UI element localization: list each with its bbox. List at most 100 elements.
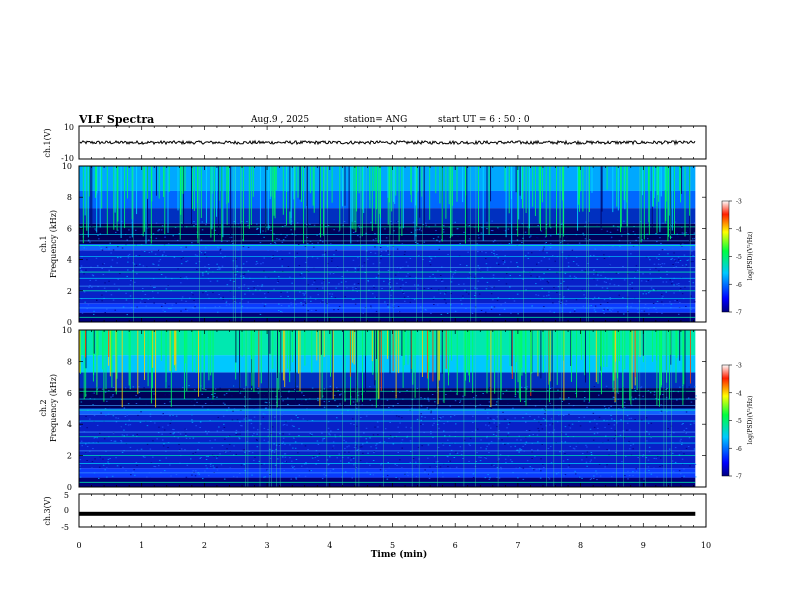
spectrogram-speckle — [219, 252, 222, 254]
x-tick-label: 3 — [265, 541, 270, 550]
spectrogram-speckle — [302, 304, 305, 306]
spectrogram-speckle — [380, 250, 383, 252]
spectrogram-speckle — [86, 259, 88, 261]
spectrogram-speckle — [80, 270, 83, 272]
spectrogram-speckle — [584, 225, 586, 227]
spectrogram-speckle — [637, 312, 639, 314]
spectrogram-speckle — [242, 246, 245, 248]
spectrogram-speckle — [491, 287, 493, 289]
spectrogram-speckle — [485, 311, 487, 313]
spectrogram-speckle — [661, 293, 663, 295]
spectrogram-speckle — [214, 388, 217, 390]
spectrogram-speckle — [637, 269, 639, 271]
spectrogram-speckle — [262, 413, 265, 415]
spectrogram-speckle — [562, 451, 565, 453]
spectrogram-speckle — [522, 478, 525, 480]
spectrogram-speckle — [264, 398, 266, 399]
spectrogram-speckle — [399, 227, 401, 229]
spectrogram-speckle — [506, 273, 508, 275]
spectrogram-speckle — [635, 468, 637, 470]
spectrogram-speckle — [327, 304, 330, 306]
spectrogram-speckle — [393, 303, 396, 305]
spectrogram-speckle — [125, 244, 127, 246]
spectrogram-speckle — [163, 303, 165, 305]
spectrogram-speckle — [538, 430, 540, 432]
spectrogram-speckle — [676, 283, 678, 285]
spectrogram-speckle — [434, 277, 436, 279]
spectrogram-speckle — [652, 302, 655, 304]
spectrogram-speckle — [504, 255, 506, 257]
spectrogram-speckle — [454, 272, 456, 274]
spectrogram-speckle — [463, 283, 465, 285]
spectrogram-speckle — [167, 247, 170, 248]
spectrogram-speckle — [79, 468, 82, 470]
spectrogram-speckle — [423, 410, 426, 412]
spectrogram-speckle — [253, 433, 255, 435]
spectrogram-speckle — [490, 293, 493, 295]
spectrogram-speckle — [505, 283, 508, 285]
spectrogram-speckle — [652, 288, 655, 290]
spectrogram-speckle — [484, 408, 487, 410]
spectrogram-speckle — [365, 415, 368, 417]
spectrogram-speckle — [548, 432, 550, 434]
ch2-colorbar: -3-4-5-6-7 log(PSD)(V²/Hz) — [721, 363, 754, 481]
spectrogram-speckle — [226, 448, 228, 450]
spectrogram-speckle — [293, 465, 295, 467]
spectrogram-speckle — [374, 252, 377, 254]
spectrogram-speckle — [263, 270, 265, 272]
spectrogram-speckle — [189, 297, 191, 299]
spectrogram-speckle — [243, 277, 245, 278]
spectrogram-speckle — [165, 457, 167, 459]
y-tick-label: 2 — [67, 287, 72, 296]
spectrogram-speckle — [441, 278, 443, 280]
spectrogram-speckle — [379, 262, 381, 264]
spectrogram-speckle — [136, 464, 138, 466]
spectrogram-speckle — [648, 257, 650, 259]
spectrogram-speckle — [543, 257, 546, 258]
spectrogram-speckle — [347, 457, 349, 459]
spectrogram-speckle — [352, 259, 355, 261]
spectrogram-speckle — [401, 439, 404, 441]
spectrogram-speckle — [273, 288, 275, 290]
spectrogram-speckle — [617, 392, 620, 394]
spectrogram-speckle — [99, 245, 101, 247]
spectrogram-speckle — [216, 430, 219, 432]
spectrogram-speckle — [435, 232, 438, 234]
spectrogram-speckle — [162, 413, 164, 415]
spectrogram-speckle — [112, 249, 115, 251]
date-label: Aug.9 , 2025 — [251, 115, 310, 125]
spectrogram-speckle — [679, 386, 681, 388]
spectrogram-speckle — [129, 236, 131, 238]
spectrogram-speckle — [474, 306, 477, 308]
spectrogram-speckle — [582, 453, 584, 454]
spectrogram-speckle — [543, 273, 545, 275]
spectrogram-speckle — [205, 290, 207, 292]
spectrogram-speckle — [298, 428, 300, 430]
spectrogram-speckle — [387, 250, 389, 252]
spectrogram-speckle — [222, 296, 224, 298]
spectrogram-speckle — [80, 440, 83, 442]
spectrogram-speckle — [620, 419, 622, 421]
spectrogram-speckle — [168, 412, 170, 414]
spectrogram-speckle — [223, 394, 226, 396]
spectrogram-speckle — [646, 233, 648, 235]
spectrogram-speckle — [343, 221, 346, 222]
spectrogram-speckle — [489, 309, 491, 311]
spectrogram-speckle — [237, 433, 239, 435]
spectrogram-speckle — [355, 287, 357, 289]
spectrogram-speckle — [373, 452, 375, 454]
spectrogram-speckle — [468, 460, 470, 462]
spectrogram-speckle — [194, 475, 197, 477]
spectrogram-speckle — [586, 406, 588, 408]
spectrogram-speckle — [179, 433, 182, 435]
spectrogram-speckle — [682, 243, 684, 245]
spectrogram-speckle — [630, 396, 633, 398]
spectrogram-band — [79, 408, 696, 415]
spectrogram-speckle — [358, 248, 360, 250]
spectrogram-speckle — [572, 405, 574, 407]
spectrogram-speckle — [507, 443, 509, 445]
spectrogram-speckle — [274, 243, 277, 245]
spectrogram-speckle — [362, 452, 364, 454]
spectrogram-speckle — [346, 287, 348, 289]
spectrogram-speckle — [241, 298, 244, 300]
